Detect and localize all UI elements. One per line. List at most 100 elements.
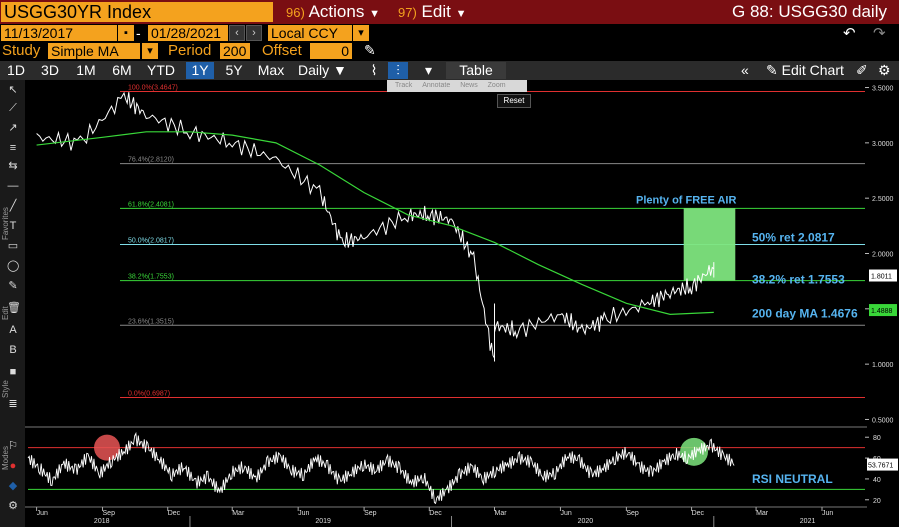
rsi-y-tick-label: 40 — [873, 477, 881, 484]
tf-1y[interactable]: 1Y — [186, 62, 214, 79]
chart-annotation: Plenty of FREE AIR — [636, 195, 736, 207]
next-period-icon[interactable]: › — [246, 25, 262, 41]
reset-button[interactable]: Reset — [497, 94, 531, 108]
fib-label: 50.0%(2.0817) — [128, 237, 174, 244]
collapse-icon[interactable]: « — [741, 62, 749, 78]
interval-select[interactable]: Daily ▼ — [298, 62, 347, 78]
ma-price-label: 1.4888 — [871, 308, 893, 315]
rsi-y-tick-label: 80 — [873, 435, 881, 442]
fib-label: 38.2%(1.7553) — [128, 274, 174, 281]
brush-tool-icon[interactable]: ✎ — [8, 280, 18, 292]
rsi-overbought-circle — [94, 434, 120, 461]
study-field[interactable]: Simple MA — [48, 43, 140, 59]
pencil-icon: ✎ — [766, 62, 778, 78]
x-month-label: Sep — [364, 510, 377, 517]
y-tick-label: 2.5000 — [872, 196, 894, 203]
chevron-down-icon[interactable]: ▾ — [142, 43, 158, 59]
trash-icon[interactable]: 🗑 — [7, 302, 21, 314]
tf-6m[interactable]: 6M — [112, 62, 132, 78]
gear-icon[interactable]: ⚙ — [878, 62, 891, 78]
annotate-icon[interactable]: ✐ — [856, 62, 868, 78]
offset-label: Offset — [262, 42, 302, 59]
trend-tool-icon[interactable]: ╱ — [9, 200, 17, 212]
study-bar: Study Simple MA ▾ Period 200 Offset 0 ✎ — [0, 42, 899, 60]
fib-label: 0.0%(0.6987) — [128, 390, 170, 397]
x-month-label: Jun — [822, 510, 833, 517]
popup-news[interactable]: News — [460, 82, 478, 89]
end-date-field[interactable]: 01/28/2021 — [148, 25, 228, 41]
chart-annotation: 200 day MA 1.4676 — [752, 307, 858, 321]
actions-menu[interactable]: 96) Actions ▼ — [286, 2, 380, 21]
ellipse-tool-icon[interactable]: ◯ — [7, 260, 20, 272]
title-bar: USGG30YR Index 96) Actions ▼ 97) Edit ▼ … — [0, 0, 899, 24]
graph-title: G 88: USGG30 daily — [732, 2, 887, 21]
fib-tool-icon[interactable]: ≡ — [9, 142, 17, 154]
layer-icon[interactable]: ◆ — [8, 480, 18, 492]
chart-annotation: 50% ret 2.0817 — [752, 230, 835, 244]
chevron-down-icon: ▼ — [455, 8, 467, 20]
channel-tool-icon[interactable]: ⇆ — [8, 160, 18, 172]
width-tool-icon[interactable]: ≣ — [8, 398, 18, 410]
pencil-icon[interactable]: ✎ — [364, 42, 376, 58]
tf-1d[interactable]: 1D — [7, 62, 25, 78]
table-button[interactable]: Table — [446, 62, 506, 79]
chart-area[interactable]: 100.0%(3.4647) 76.4%(2.8120) 61.8%(2.4081)… — [0, 80, 899, 527]
tf-ytd[interactable]: YTD — [147, 62, 175, 78]
plot-background — [25, 80, 867, 527]
tf-5y[interactable]: 5Y — [225, 62, 243, 78]
bar-chart-icon[interactable]: ⫶ — [388, 62, 408, 79]
color-tool-icon[interactable]: ■ — [9, 366, 17, 378]
mode-tool-icon[interactable]: ⚐ — [8, 440, 18, 452]
redo-icon[interactable]: ↷ — [873, 25, 886, 42]
rsi-annotation: RSI NEUTRAL — [752, 472, 833, 486]
period-field[interactable]: 200 — [220, 43, 250, 59]
rect-tool-icon[interactable]: ▭ — [7, 240, 19, 252]
fib-label: 23.6%(1.3515) — [128, 318, 174, 325]
y-tick-label: 2.0000 — [872, 252, 894, 259]
edit-chart-button[interactable]: ✎ Edit Chart — [766, 62, 844, 78]
chevron-down-icon[interactable]: ▾ — [425, 62, 433, 78]
chevron-down-icon: ▼ — [369, 8, 380, 20]
popup-zoom[interactable]: Zoom — [487, 82, 506, 89]
popup-annotate[interactable]: Annotate — [422, 82, 451, 89]
calendar-icon[interactable]: ▪ — [118, 25, 134, 41]
line-chart-icon[interactable]: ⌇ — [370, 62, 378, 78]
chart-annotation: 38.2% ret 1.7553 — [752, 272, 845, 286]
currency-field[interactable]: Local CCY — [268, 25, 352, 41]
rsi-last-tag — [867, 458, 898, 471]
x-year-label: 2020 — [578, 518, 594, 525]
tf-max[interactable]: Max — [257, 62, 285, 78]
last-price-label: 1.8011 — [871, 274, 892, 281]
chevron-down-icon[interactable]: ▾ — [353, 25, 369, 41]
record-icon[interactable]: ● — [9, 460, 17, 472]
arrow-tool-icon[interactable]: ↗ — [8, 122, 18, 134]
offset-field[interactable]: 0 — [310, 43, 352, 59]
drawing-sidebar: ↖ ⟋ ↗ ≡ ⇆ — ╱ T ▭ ◯ ✎ 🗑 A B ■ ≣ ⚐ ● ◆ ⚙ … — [0, 80, 25, 527]
price-panel: 100.0%(3.4647) 76.4%(2.8120) 61.8%(2.4081)… — [36, 84, 897, 424]
font-tool-icon[interactable]: A — [9, 324, 17, 336]
undo-icon[interactable]: ↶ — [843, 25, 856, 42]
x-month-label: Mar — [756, 510, 769, 517]
line-tool-icon[interactable]: ⟋ — [9, 102, 17, 114]
y-tick-label: 1.0000 — [872, 362, 894, 369]
rsi-y-tick-label: 20 — [873, 498, 881, 505]
edit-menu[interactable]: 97) Edit ▼ — [398, 2, 467, 21]
text-tool-icon[interactable]: T — [9, 220, 17, 232]
x-month-label: Sep — [103, 510, 116, 517]
timeframe-bar: 1D 3D 1M 6M YTD 1Y 5Y Max Daily ▼ ⌇ ⫶ ▾ … — [0, 61, 899, 80]
y-tick-label: 0.5000 — [872, 417, 894, 424]
x-axis: Jun Sep Dec Mar Jun Sep Dec Mar Jun Sep Dec Mar Jun 2… — [25, 506, 867, 527]
tf-3d[interactable]: 3D — [41, 62, 59, 78]
ticker-field[interactable]: USGG30YR Index — [1, 2, 273, 22]
prev-period-icon[interactable]: ‹ — [229, 25, 245, 41]
bold-tool-icon[interactable]: B — [9, 344, 17, 356]
chart-tool-popup: Track Annotate News Zoom — [387, 80, 527, 92]
popup-track[interactable]: Track — [395, 82, 413, 89]
fib-label: 76.4%(2.8120) — [128, 157, 174, 164]
horizontal-line-icon[interactable]: — — [7, 180, 19, 192]
x-year-label: 2021 — [800, 518, 816, 525]
start-date-field[interactable]: 11/13/2017 — [1, 25, 117, 41]
tf-1m[interactable]: 1M — [76, 62, 96, 78]
settings-small-icon[interactable]: ⚙ — [8, 500, 18, 512]
pointer-icon[interactable]: ↖ — [8, 84, 18, 96]
